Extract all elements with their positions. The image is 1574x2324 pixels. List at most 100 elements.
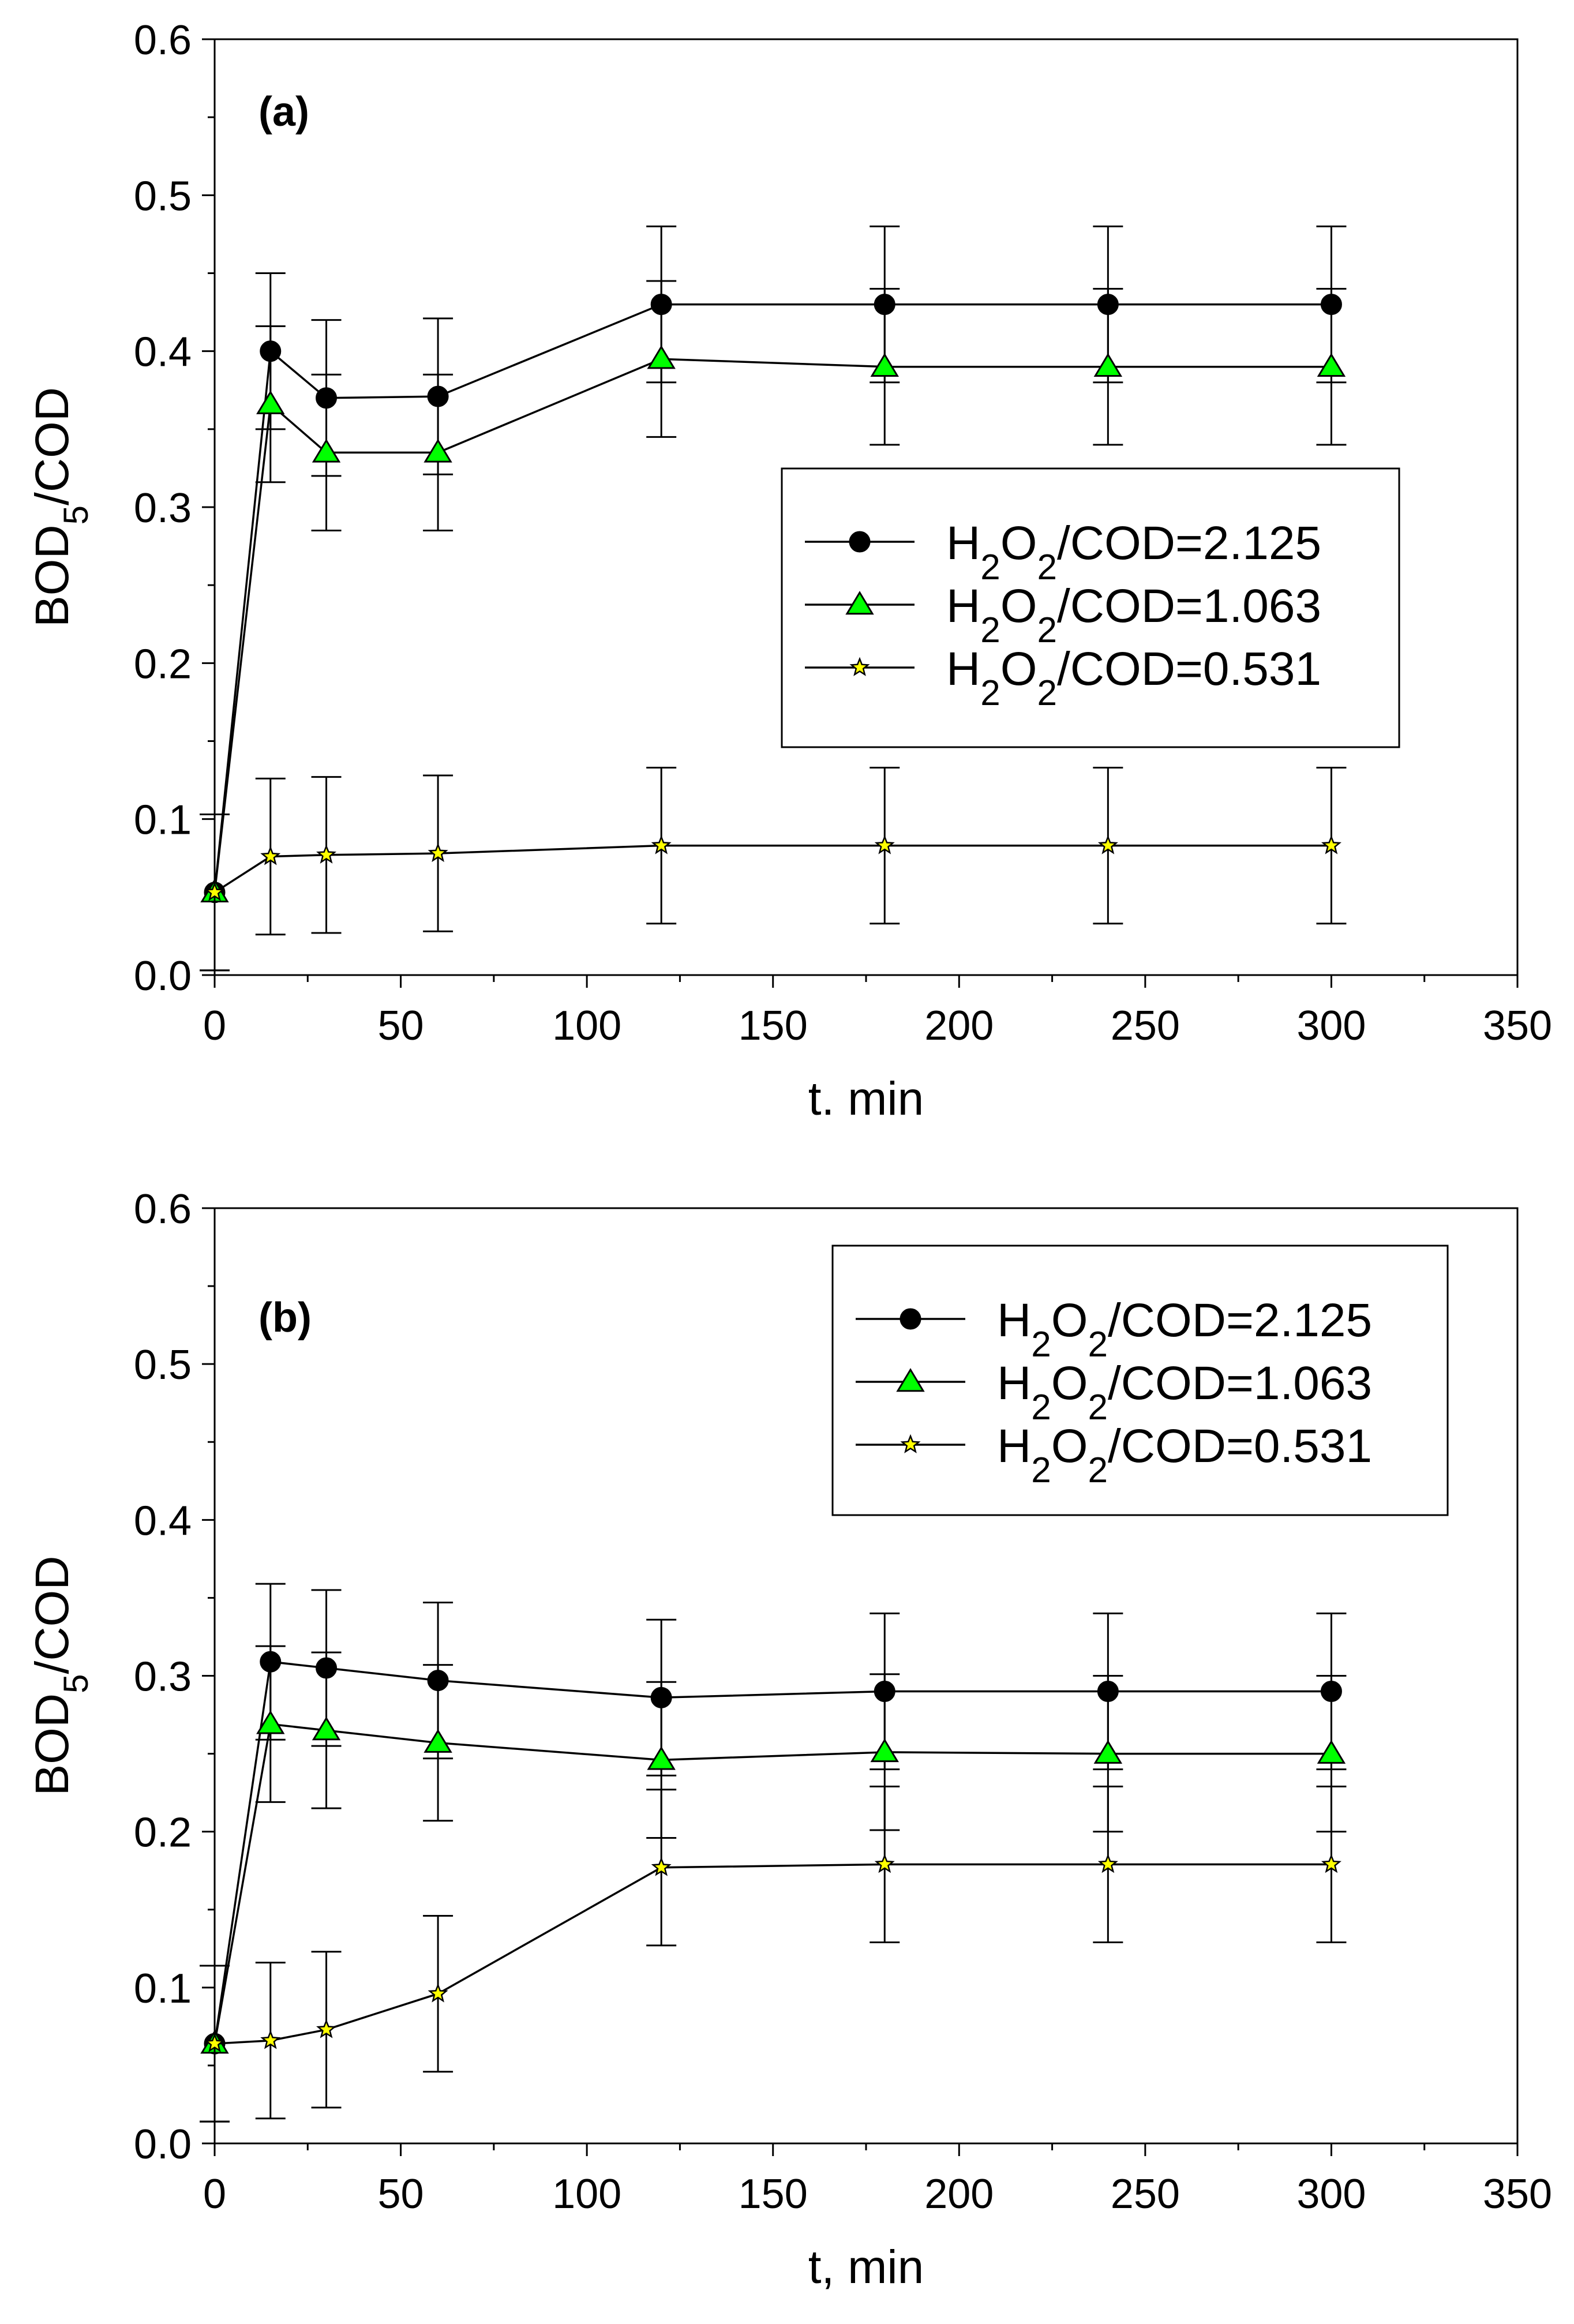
legend-label-part: /COD=0.531 — [1057, 643, 1321, 695]
series-line — [213, 303, 1332, 893]
series-triangle — [200, 280, 1347, 972]
x-tick-label: 350 — [1483, 1003, 1552, 1049]
data-point-star — [1097, 835, 1118, 854]
y-tick-label: 0.5 — [134, 1342, 192, 1388]
series-circle — [200, 1583, 1347, 2123]
x-tick-label: 0 — [203, 2171, 226, 2217]
legend-label: H2O2/COD=2.125 — [946, 517, 1321, 587]
y-axis-title-prefix: BOD — [26, 1693, 78, 1796]
data-point-star — [204, 2033, 225, 2052]
y-tick-label: 0.6 — [134, 17, 192, 63]
data-point-star — [316, 844, 337, 864]
y-axis-title-suffix: /COD — [26, 1555, 78, 1674]
data-point-triangle — [647, 1746, 676, 1770]
legend-item: H2O2/COD=0.531 — [805, 643, 1321, 713]
legend-label-subscript: 2 — [1031, 1450, 1051, 1490]
data-point-star — [874, 835, 895, 854]
data-point-triangle — [1317, 353, 1346, 377]
x-axis-title: t. min — [808, 1073, 924, 1125]
legend-label-part: H — [997, 1294, 1031, 1347]
legend-label-part: H — [946, 580, 980, 632]
data-point-star — [204, 882, 225, 901]
x-tick-label: 250 — [1111, 2171, 1180, 2217]
legend-label-part: H — [946, 517, 980, 569]
x-tick-label: 150 — [739, 1003, 808, 1049]
legend-box — [781, 467, 1400, 748]
legend-label-part: O — [1000, 643, 1037, 695]
series-line — [213, 1660, 1332, 2044]
legend-label-part: O — [1000, 517, 1037, 569]
x-tick-label: 200 — [924, 1003, 994, 1049]
data-point-triangle — [647, 345, 676, 369]
legend-marker-triangle — [896, 1368, 925, 1392]
data-point-star — [428, 1983, 448, 2003]
data-point-triangle — [1093, 1740, 1123, 1764]
legend: H2O2/COD=2.125H2O2/COD=1.063H2O2/COD=0.5… — [781, 467, 1400, 748]
legend-marker-triangle — [845, 591, 874, 615]
legend-marker-circle — [849, 531, 871, 553]
y-tick-label: 0.1 — [134, 797, 192, 844]
x-tick-label: 150 — [739, 2171, 808, 2217]
data-point-star — [874, 1854, 895, 1873]
legend-label-part: O — [1051, 1357, 1088, 1410]
x-tick-label: 0 — [203, 1003, 226, 1049]
y-tick-label: 0.2 — [134, 1810, 192, 1856]
data-point-triangle — [312, 1716, 341, 1741]
data-point-triangle — [424, 438, 452, 463]
legend-label-subscript: 2 — [980, 610, 1000, 650]
series-star — [200, 1785, 1347, 2123]
legend-label-subscript: 2 — [1031, 1388, 1051, 1427]
chart-panel-a: 0.0 0.1 0.2 0.3 0.4 0.5 0.6 0 50 100 150 200 250 300 3… — [26, 17, 1552, 1125]
data-point-star — [651, 835, 672, 854]
data-point-triangle — [424, 1729, 452, 1753]
y-tick-label: 0.2 — [134, 641, 192, 687]
legend-label-subscript: 2 — [980, 548, 1000, 587]
y-tick-label: 0.6 — [134, 1186, 192, 1232]
series-star — [200, 766, 1347, 972]
legend-label-part: O — [1051, 1420, 1088, 1472]
legend-label-part: H — [997, 1357, 1031, 1410]
data-point-triangle — [256, 390, 285, 414]
legend-label-subscript: 2 — [1037, 548, 1057, 587]
data-point-star — [260, 2030, 281, 2049]
y-axis-title-subscript: 5 — [57, 1674, 95, 1693]
legend-label: H2O2/COD=0.531 — [997, 1420, 1372, 1490]
legend-label: H2O2/COD=1.063 — [997, 1357, 1372, 1427]
legend-label: H2O2/COD=1.063 — [946, 580, 1321, 650]
data-point-star — [316, 2019, 337, 2038]
x-tick-label: 50 — [378, 2171, 424, 2217]
y-axis-title-suffix: /COD — [26, 387, 78, 505]
x-tick-label: 50 — [378, 1003, 424, 1049]
x-tick-label: 200 — [924, 2171, 994, 2217]
data-point-star — [1321, 1853, 1341, 1873]
legend-label-subscript: 2 — [1037, 673, 1057, 713]
data-point-triangle — [1093, 353, 1123, 377]
legend-label-part: O — [1000, 580, 1037, 632]
chart-panel-b: 0.0 0.1 0.2 0.3 0.4 0.5 0.6 0 50 100 150 200 250 300 3… — [26, 1186, 1552, 2293]
legend-label-subscript: 2 — [1088, 1388, 1108, 1427]
y-axis-title: BOD5/COD — [26, 387, 95, 627]
data-point-star — [428, 842, 448, 863]
series-triangle — [200, 1645, 1347, 2123]
legend-item: H2O2/COD=2.125 — [856, 1294, 1372, 1365]
legend-label-subscript: 2 — [1031, 1325, 1051, 1365]
y-tick-label: 0.3 — [134, 1654, 192, 1700]
x-tick-label: 100 — [552, 1003, 621, 1049]
series-line — [213, 1723, 1332, 2044]
legend-label-subscript: 2 — [980, 673, 1000, 713]
legend-label-subscript: 2 — [1037, 610, 1057, 650]
legend-label-part: /COD=1.063 — [1057, 580, 1321, 632]
legend-item: H2O2/COD=1.063 — [805, 580, 1321, 650]
y-tick-label: 0.3 — [134, 485, 192, 531]
data-point-triangle — [1317, 1740, 1346, 1764]
x-axis-title: t, min — [808, 2241, 924, 2293]
y-axis-title-prefix: BOD — [26, 524, 78, 627]
legend-label-part: /COD=0.531 — [1108, 1420, 1372, 1472]
legend-marker-star — [900, 1434, 921, 1453]
legend-label-part: /COD=2.125 — [1108, 1294, 1372, 1347]
x-tick-label: 250 — [1111, 1003, 1180, 1049]
y-tick-label: 0.1 — [134, 1966, 192, 2012]
legend-label-subscript: 2 — [1088, 1450, 1108, 1490]
legend-item: H2O2/COD=2.125 — [805, 517, 1321, 587]
